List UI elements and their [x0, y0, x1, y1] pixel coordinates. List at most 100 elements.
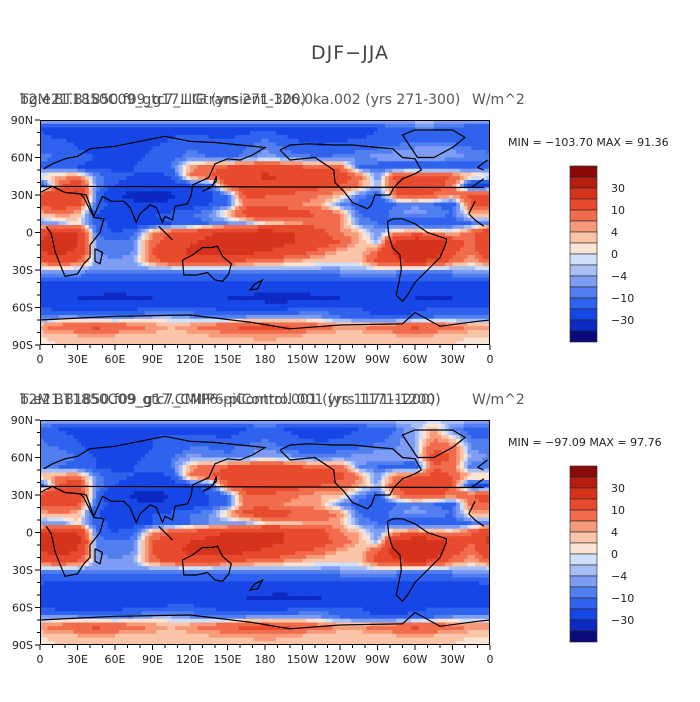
heatmap-cell	[141, 225, 145, 229]
heatmap-cell	[258, 139, 262, 143]
heatmap-cell	[220, 274, 224, 278]
heatmap-cell	[434, 165, 438, 169]
heatmap-cell	[134, 135, 138, 139]
heatmap-cell	[449, 214, 453, 218]
heatmap-cell	[183, 199, 187, 203]
heatmap-cell	[48, 266, 52, 270]
heatmap-cell	[468, 225, 472, 229]
heatmap-cell	[366, 165, 370, 169]
heatmap-cell	[483, 135, 487, 139]
heatmap-cell	[104, 191, 108, 195]
heatmap-cell	[284, 139, 288, 143]
heatmap-cell	[276, 173, 280, 177]
heatmap-cell	[108, 259, 112, 263]
heatmap-cell	[48, 255, 52, 259]
heatmap-cell	[138, 206, 142, 210]
heatmap-cell	[156, 270, 160, 274]
heatmap-cell	[471, 158, 475, 162]
heatmap-cell	[329, 124, 333, 128]
heatmap-cell	[254, 255, 258, 259]
heatmap-cell	[153, 139, 157, 143]
heatmap-cell	[130, 263, 134, 267]
heatmap-cell	[344, 240, 348, 244]
heatmap-cell	[115, 266, 119, 270]
heatmap-cell	[130, 225, 134, 229]
heatmap-cell	[183, 214, 187, 218]
heatmap-cell	[333, 259, 337, 263]
heatmap-cell	[213, 214, 217, 218]
heatmap-cell	[284, 165, 288, 169]
heatmap-cell	[168, 165, 172, 169]
heatmap-cell	[385, 203, 389, 207]
heatmap-cell	[348, 173, 352, 177]
heatmap-cell	[59, 180, 63, 184]
heatmap-cell	[374, 203, 378, 207]
heatmap-cell	[325, 206, 329, 210]
heatmap-cell	[66, 263, 70, 267]
heatmap-cell	[186, 135, 190, 139]
heatmap-cell	[213, 233, 217, 237]
heatmap-cell	[468, 195, 472, 199]
heatmap-cell	[85, 210, 89, 214]
heatmap-cell	[89, 139, 93, 143]
heatmap-cell	[366, 191, 370, 195]
heatmap-cell	[239, 248, 243, 252]
heatmap-cell	[209, 236, 213, 240]
heatmap-cell	[303, 233, 307, 237]
heatmap-cell	[456, 263, 460, 267]
heatmap-cell	[63, 128, 67, 132]
heatmap-cell	[333, 146, 337, 150]
heatmap-cell	[318, 165, 322, 169]
heatmap-cell	[306, 176, 310, 180]
heatmap-cell	[419, 150, 423, 154]
heatmap-cell	[306, 244, 310, 248]
heatmap-cell	[164, 248, 168, 252]
heatmap-cell	[329, 255, 333, 259]
heatmap-cell	[295, 214, 299, 218]
heatmap-cell	[314, 139, 318, 143]
heatmap-cell	[126, 244, 130, 248]
heatmap-cell	[449, 255, 453, 259]
heatmap-cell	[115, 225, 119, 229]
heatmap-cell	[284, 124, 288, 128]
heatmap-cell	[333, 128, 337, 132]
heatmap-cell	[141, 255, 145, 259]
heatmap-cell	[239, 270, 243, 274]
heatmap-cell	[235, 203, 239, 207]
heatmap-cell	[370, 266, 374, 270]
heatmap-cell	[149, 150, 153, 154]
heatmap-cell	[119, 225, 123, 229]
heatmap-cell	[81, 173, 85, 177]
heatmap-cell	[168, 154, 172, 158]
heatmap-cell	[426, 139, 430, 143]
heatmap-cell	[276, 143, 280, 147]
heatmap-cell	[318, 244, 322, 248]
heatmap-cell	[111, 191, 115, 195]
heatmap-cell	[325, 263, 329, 267]
heatmap-cell	[123, 218, 127, 222]
heatmap-cell	[483, 244, 487, 248]
heatmap-cell	[254, 266, 258, 270]
heatmap-cell	[468, 244, 472, 248]
heatmap-cell	[81, 203, 85, 207]
heatmap-cell	[265, 240, 269, 244]
heatmap-cell	[186, 165, 190, 169]
heatmap-cell	[445, 169, 449, 173]
heatmap-cell	[51, 221, 55, 225]
heatmap-cell	[396, 135, 400, 139]
heatmap-cell	[168, 248, 172, 252]
heatmap-cell	[246, 233, 250, 237]
heatmap-cell	[325, 146, 329, 150]
heatmap-cell	[378, 259, 382, 263]
heatmap-cell	[299, 274, 303, 278]
heatmap-cell	[430, 251, 434, 255]
heatmap-cell	[479, 195, 483, 199]
heatmap-cell	[104, 139, 108, 143]
heatmap-cell	[55, 180, 59, 184]
heatmap-cell	[250, 229, 254, 233]
heatmap-cell	[74, 176, 78, 180]
heatmap-cell	[464, 146, 468, 150]
heatmap-cell	[186, 169, 190, 173]
heatmap-cell	[63, 195, 67, 199]
heatmap-cell	[115, 146, 119, 150]
